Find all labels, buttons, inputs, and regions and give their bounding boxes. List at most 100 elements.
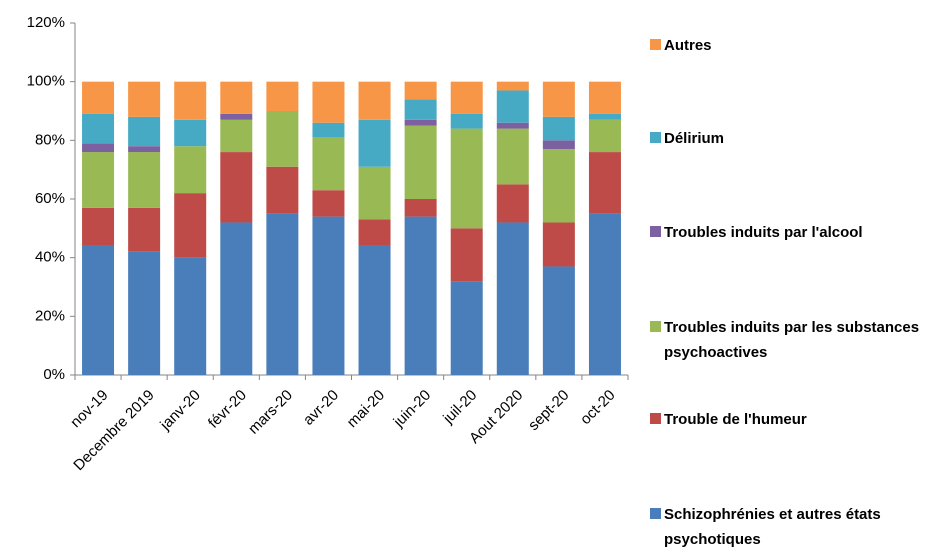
bar-segment [266, 213, 299, 375]
bar-segment [404, 125, 437, 199]
x-tick-label: sept-20 [525, 387, 572, 434]
y-tick-label: 80% [35, 131, 65, 148]
bar-segment [496, 222, 529, 375]
bar-segment [496, 128, 529, 185]
bar-segment [266, 166, 299, 214]
x-tick-label: avr-20 [300, 387, 342, 429]
bar-segment [82, 143, 115, 153]
legend-swatch [650, 321, 661, 332]
bar-segment [358, 219, 391, 246]
legend-label: Schizophrénies et autres états psychotiq… [664, 506, 881, 548]
bar-segment [174, 193, 207, 258]
y-tick-label: 0% [43, 366, 65, 383]
bar-segment [450, 128, 483, 229]
y-tick-label: 100% [27, 73, 65, 90]
y-tick-label: 60% [35, 190, 65, 207]
bar-segment [266, 111, 299, 167]
bar-segment [220, 152, 253, 223]
bar-segment [128, 81, 161, 117]
bar-segment [496, 184, 529, 223]
bar-segment [128, 207, 161, 252]
x-tick-label: juin-20 [390, 387, 435, 432]
legend-swatch [650, 508, 661, 519]
y-tick-label: 20% [35, 307, 65, 324]
bar-segment [588, 113, 621, 120]
legend-label: Délirium [664, 130, 725, 147]
x-tick-label: mars-20 [245, 387, 296, 438]
bar-segment [358, 245, 391, 375]
bar-segment [312, 81, 345, 123]
bar-segment [542, 222, 575, 267]
legend-item: Délirium [650, 126, 930, 151]
legend-label: Troubles induits par les substances psyc… [664, 319, 920, 361]
y-tick-label: 40% [35, 249, 65, 266]
legend-item: Trouble de l'humeur [650, 407, 930, 432]
y-tick-label: 120% [27, 14, 65, 31]
legend-swatch [650, 39, 661, 50]
bar-segment [82, 113, 115, 144]
bar-segment [220, 81, 253, 114]
legend-label: Trouble de l'humeur [664, 411, 807, 428]
bar-segment [266, 81, 299, 111]
bar-segment [128, 152, 161, 208]
bar-segment [450, 228, 483, 282]
x-tick-label: nov-19 [67, 387, 111, 431]
bar-segment [312, 216, 345, 375]
bar-segment [358, 81, 391, 120]
bar-segment [404, 99, 437, 120]
bar-segment [588, 81, 621, 114]
bar-segment [82, 81, 115, 114]
x-tick-label: févr-20 [205, 387, 250, 432]
bar-segment [128, 116, 161, 147]
legend-swatch [650, 413, 661, 424]
bar-segment [404, 81, 437, 100]
bar-segment [82, 207, 115, 246]
bar-segment [496, 122, 529, 129]
legend-item: Troubles induits par les substances psyc… [650, 315, 930, 365]
x-tick-label: Decembre 2019 [70, 387, 157, 474]
x-tick-label: juil-20 [439, 387, 480, 428]
bar-segment [542, 140, 575, 150]
bar-segment [496, 90, 529, 123]
bar-segment [128, 251, 161, 375]
legend-swatch [650, 132, 661, 143]
legend-item: Troubles induits par l'alcool [650, 220, 930, 245]
bar-segment [450, 281, 483, 375]
bar-segment [542, 81, 575, 117]
legend-swatch [650, 226, 661, 237]
x-tick-label: janv-20 [156, 387, 204, 435]
bar-segment [496, 81, 529, 91]
x-tick-label: mai-20 [344, 387, 388, 431]
legend-label: Troubles induits par l'alcool [664, 224, 863, 241]
bar-segment [174, 257, 207, 375]
bar-segment [404, 216, 437, 375]
bar-segment [174, 119, 207, 147]
bar-segment [450, 113, 483, 129]
bar-segment [588, 119, 621, 153]
bar-segment [312, 122, 345, 138]
bar-segment [312, 190, 345, 217]
legend-item: Autres [650, 33, 930, 58]
bar-segment [358, 119, 391, 167]
bar-segment [404, 119, 437, 126]
bar-segment [588, 213, 621, 375]
bar-segment [542, 149, 575, 223]
bar-segment [220, 113, 253, 120]
x-tick-label: oct-20 [577, 387, 619, 429]
bar-segment [174, 81, 207, 120]
bar-segment [542, 116, 575, 141]
bar-segment [82, 152, 115, 208]
bar-segment [358, 166, 391, 220]
bar-segment [312, 137, 345, 191]
bar-segment [174, 146, 207, 194]
bar-segment [82, 245, 115, 375]
legend-label: Autres [664, 37, 712, 54]
bar-segment [220, 222, 253, 375]
bar-segment [542, 266, 575, 375]
legend-item: Schizophrénies et autres états psychotiq… [650, 502, 930, 552]
bar-segment [404, 199, 437, 217]
bar-segment [220, 119, 253, 153]
bar-segment [588, 152, 621, 214]
